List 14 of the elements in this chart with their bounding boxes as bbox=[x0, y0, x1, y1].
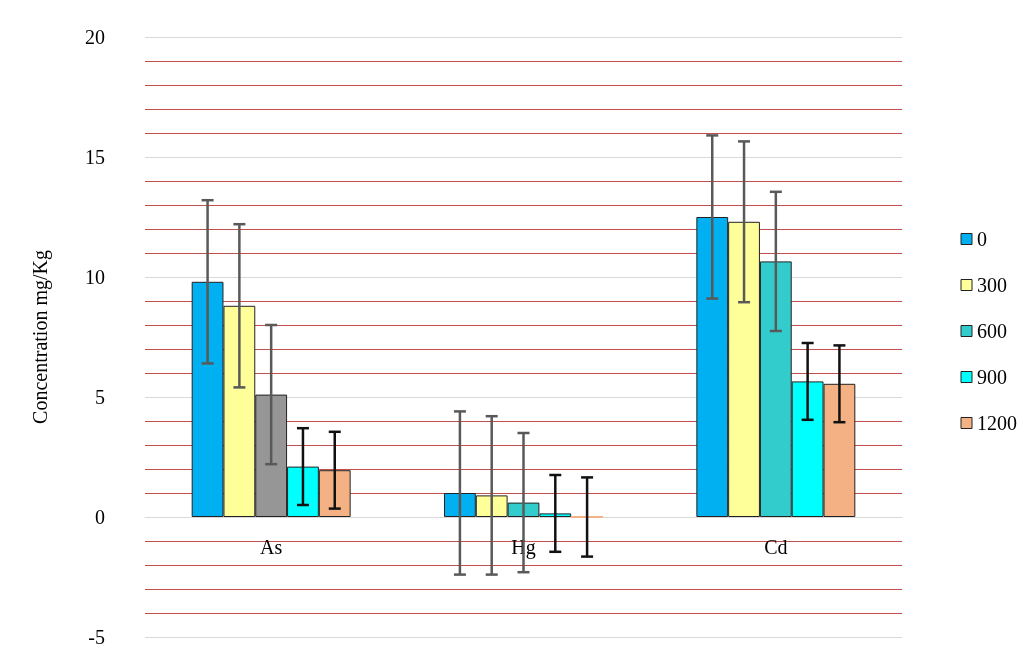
y-axis-title: Concentration mg/Kg bbox=[29, 250, 52, 424]
y-tick-label: -5 bbox=[88, 626, 105, 648]
legend-label: 0 bbox=[977, 228, 987, 250]
legend-label: 300 bbox=[977, 274, 1007, 296]
legend-label: 1200 bbox=[977, 412, 1017, 434]
x-tick-label: As bbox=[260, 536, 283, 558]
x-tick-label: Cd bbox=[764, 536, 788, 558]
y-tick-label: 15 bbox=[85, 146, 105, 168]
y-tick-label: 5 bbox=[95, 386, 105, 408]
y-tick-label: 0 bbox=[95, 506, 105, 528]
legend-label: 900 bbox=[977, 366, 1007, 388]
legend-label: 600 bbox=[977, 320, 1007, 342]
y-tick-label: 10 bbox=[85, 266, 105, 288]
y-tick-label: 20 bbox=[85, 26, 105, 48]
